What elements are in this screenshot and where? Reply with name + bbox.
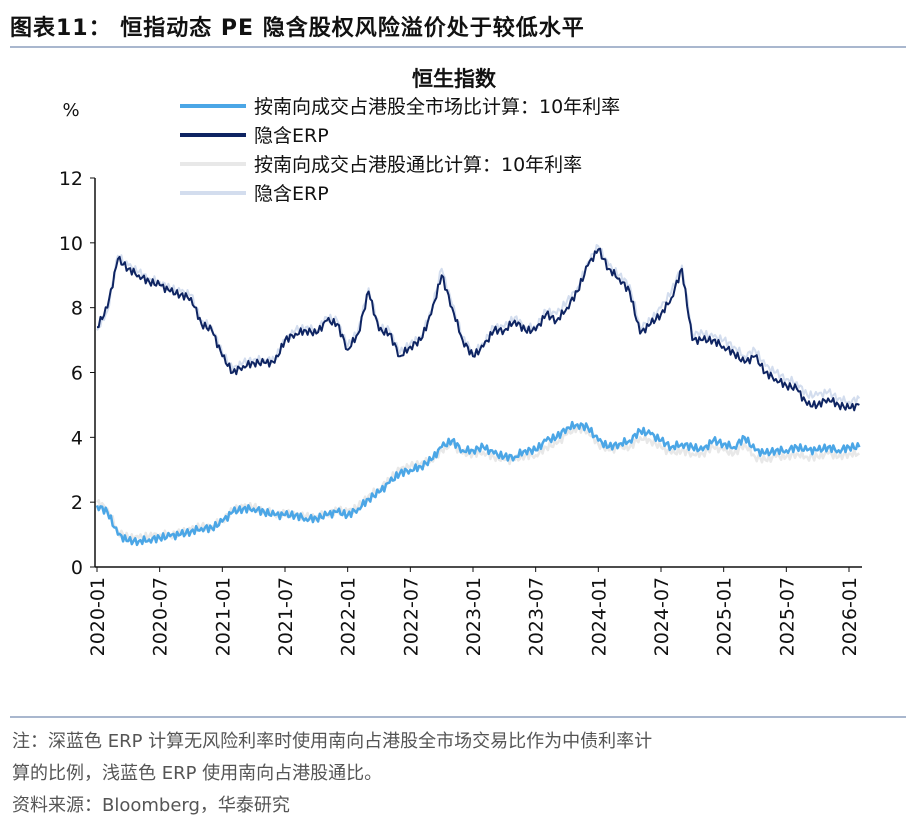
- y-axis-unit: %: [62, 100, 79, 121]
- x-tick-label: 2024-07: [651, 577, 673, 656]
- series-line-1: [96, 244, 861, 406]
- note-line-2: 算的比例，浅蓝色 ERP 使用南向占港股通比。: [12, 763, 383, 784]
- y-tick-label: 10: [59, 233, 83, 255]
- legend-label: 隐含ERP: [254, 125, 329, 147]
- x-tick-label: 2021-01: [212, 577, 234, 656]
- x-tick-label: 2024-01: [588, 577, 610, 656]
- notes-divider: [10, 716, 906, 718]
- x-tick-label: 2025-07: [776, 577, 798, 656]
- y-tick-label: 4: [71, 427, 83, 449]
- series-line-0: [96, 424, 860, 543]
- x-tick-label: 2026-01: [839, 577, 861, 656]
- x-tick-label: 2021-07: [275, 577, 297, 656]
- y-tick-label: 0: [71, 557, 83, 579]
- x-tick-label: 2025-01: [714, 577, 736, 656]
- legend-label: 隐含ERP: [254, 183, 329, 205]
- x-tick-label: 2020-01: [87, 577, 109, 656]
- chart: 恒生指数 % 0 2 4 6 8 10 12 2020-01 2020-07 2021-01 202…: [59, 67, 862, 656]
- x-tick-label: 2023-01: [463, 577, 485, 656]
- legend-label: 按南向成交占港股全市场比计算：10年利率: [254, 96, 620, 118]
- figure-title: 图表11： 恒指动态 PE 隐含股权风险溢价处于较低水平: [10, 16, 585, 41]
- title-divider: [10, 46, 906, 48]
- source-note: 资料来源：Bloomberg，华泰研究: [12, 795, 290, 816]
- x-tick-label: 2020-07: [150, 577, 172, 656]
- y-tick-label: 6: [71, 363, 83, 385]
- x-tick-label: 2022-01: [338, 577, 360, 656]
- legend-label: 按南向成交占港股通比计算：10年利率: [254, 154, 582, 176]
- series-line-3: [97, 247, 860, 412]
- series-line-2: [95, 420, 861, 547]
- note-line-1: 注：深蓝色 ERP 计算无风险利率时使用南向占港股全市场交易比作为中债利率计: [12, 731, 653, 752]
- y-tick-label: 12: [59, 168, 83, 190]
- chart-title: 恒生指数: [412, 67, 497, 91]
- x-tick-label: 2023-07: [526, 577, 548, 656]
- y-tick-label: 8: [71, 298, 83, 320]
- x-tick-label: 2022-07: [400, 577, 422, 656]
- y-tick-label: 2: [71, 492, 83, 514]
